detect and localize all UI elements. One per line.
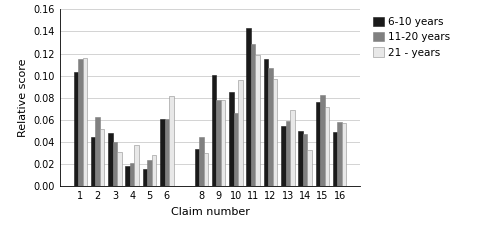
- Bar: [204, 153, 208, 186]
- Bar: [272, 79, 277, 186]
- Bar: [303, 134, 308, 186]
- Bar: [221, 100, 226, 186]
- Bar: [112, 142, 117, 186]
- Bar: [286, 121, 290, 186]
- Bar: [264, 59, 268, 186]
- Bar: [134, 145, 139, 186]
- Bar: [320, 95, 324, 186]
- Bar: [199, 137, 203, 186]
- Bar: [164, 119, 169, 186]
- Bar: [152, 155, 156, 186]
- Bar: [108, 133, 112, 186]
- Bar: [126, 166, 130, 186]
- Bar: [130, 163, 134, 186]
- Bar: [91, 137, 96, 186]
- Bar: [238, 80, 242, 186]
- Bar: [316, 102, 320, 186]
- Bar: [333, 132, 338, 186]
- Bar: [324, 107, 329, 186]
- Bar: [229, 92, 234, 186]
- Bar: [148, 160, 152, 186]
- Bar: [338, 122, 342, 186]
- Bar: [194, 149, 199, 186]
- Bar: [212, 75, 216, 186]
- Bar: [290, 110, 294, 186]
- Bar: [246, 28, 251, 186]
- X-axis label: Claim number: Claim number: [170, 207, 250, 217]
- Bar: [216, 100, 221, 186]
- Bar: [82, 58, 87, 186]
- Bar: [234, 113, 238, 186]
- Bar: [96, 117, 100, 186]
- Bar: [256, 55, 260, 186]
- Legend: 6-10 years, 11-20 years, 21 - years: 6-10 years, 11-20 years, 21 - years: [371, 14, 452, 60]
- Bar: [251, 44, 256, 186]
- Bar: [308, 150, 312, 186]
- Bar: [78, 59, 82, 186]
- Bar: [143, 169, 148, 186]
- Bar: [160, 119, 164, 186]
- Bar: [298, 131, 303, 186]
- Bar: [74, 72, 78, 186]
- Bar: [100, 129, 104, 186]
- Bar: [342, 123, 346, 186]
- Bar: [117, 152, 121, 186]
- Bar: [169, 96, 173, 186]
- Bar: [268, 68, 272, 186]
- Y-axis label: Relative score: Relative score: [18, 59, 28, 137]
- Bar: [281, 126, 285, 186]
